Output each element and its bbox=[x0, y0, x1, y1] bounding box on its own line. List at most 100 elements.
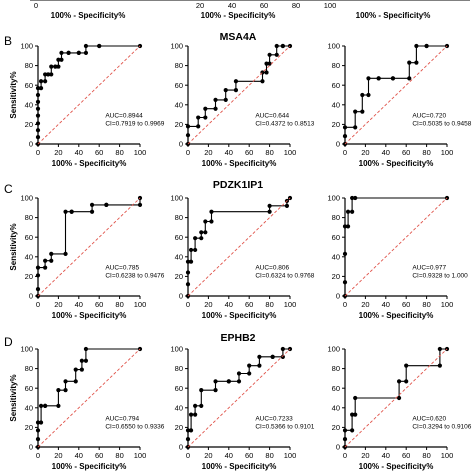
x-tick-label: 80 bbox=[422, 451, 430, 460]
roc-point bbox=[35, 106, 41, 111]
gene-title-c: PDZK1IP1 bbox=[213, 179, 263, 191]
y-tick-label: 60 bbox=[175, 233, 183, 242]
y-tick-label: 0 bbox=[336, 140, 340, 149]
x-axis-label: 100% - Specificity% bbox=[359, 159, 434, 168]
roc-point bbox=[342, 134, 348, 139]
y-tick-label: 80 bbox=[332, 61, 340, 70]
roc-point bbox=[353, 412, 358, 417]
roc-point bbox=[66, 50, 71, 55]
y-tick-label: 80 bbox=[175, 61, 183, 70]
roc-point bbox=[59, 50, 64, 55]
x-axis-label: 100% - Specificity% bbox=[202, 311, 277, 320]
y-tick-label: 80 bbox=[25, 61, 33, 70]
x-tick-label: 80 bbox=[265, 451, 273, 460]
y-tick-label: 80 bbox=[25, 364, 33, 373]
top-strip-tick: 0 bbox=[34, 1, 38, 10]
x-tick-label: 40 bbox=[225, 451, 233, 460]
auc-label: AUC=0.785 bbox=[105, 265, 139, 272]
roc-point bbox=[345, 224, 351, 229]
x-tick-label: 60 bbox=[402, 451, 410, 460]
roc-panel-b3: 0 20 40 60 80 100 0 20 40 60 80 100 100% - Specifici… bbox=[327, 42, 471, 168]
roc-point bbox=[203, 219, 208, 224]
roc-point bbox=[342, 280, 348, 285]
roc-point bbox=[353, 395, 358, 401]
roc-point bbox=[342, 224, 348, 229]
ci-label: CI=0.5366 to 0.9101 bbox=[255, 424, 314, 431]
roc-point bbox=[35, 92, 41, 98]
roc-point bbox=[267, 203, 272, 208]
roc-point bbox=[267, 52, 272, 57]
y-tick-label: 0 bbox=[179, 443, 183, 452]
roc-point bbox=[35, 121, 41, 126]
x-tick-label: 40 bbox=[225, 300, 233, 309]
x-axis-label: 100% - Specificity% bbox=[202, 462, 277, 471]
roc-panel-d3: 0 20 40 60 80 100 0 20 40 60 80 100 100% - Specifici… bbox=[327, 345, 471, 471]
y-tick-label: 40 bbox=[332, 100, 340, 109]
roc-point bbox=[196, 124, 201, 129]
roc-point bbox=[236, 379, 242, 384]
roc-point bbox=[264, 61, 269, 66]
x-tick-label: 60 bbox=[95, 451, 103, 460]
roc-point bbox=[376, 76, 381, 81]
x-axis-label: 100% - Specificity% bbox=[359, 311, 434, 320]
roc-point bbox=[203, 115, 208, 120]
roc-point bbox=[404, 363, 409, 368]
roc-point bbox=[407, 76, 412, 81]
y-tick-label: 80 bbox=[175, 213, 183, 222]
roc-point bbox=[83, 358, 89, 363]
roc-point bbox=[35, 265, 41, 270]
reference-line bbox=[187, 197, 291, 297]
roc-point bbox=[89, 202, 95, 207]
x-tick-label: 60 bbox=[402, 300, 410, 309]
y-tick-label: 0 bbox=[29, 140, 33, 149]
roc-point bbox=[366, 76, 371, 81]
roc-point bbox=[43, 258, 48, 263]
y-tick-label: 20 bbox=[25, 120, 33, 129]
roc-point bbox=[366, 92, 371, 98]
y-tick-label: 60 bbox=[175, 384, 183, 393]
top-strip-xlabel-2: 100% - Specificity% bbox=[201, 11, 276, 20]
y-tick-label: 100 bbox=[20, 194, 33, 203]
roc-point bbox=[76, 50, 81, 55]
roc-point bbox=[185, 124, 191, 129]
roc-point bbox=[38, 79, 44, 84]
roc-point bbox=[35, 437, 41, 442]
y-tick-label: 100 bbox=[327, 42, 340, 51]
y-tick-label: 20 bbox=[175, 120, 183, 129]
roc-panel-c2: 0 20 40 60 80 100 0 20 40 60 80 100 100% - Specifici… bbox=[170, 194, 314, 320]
y-tick-label: 60 bbox=[25, 384, 33, 393]
ci-label: CI=0.6238 to 0.9476 bbox=[105, 273, 164, 280]
x-tick-label: 100 bbox=[441, 148, 454, 157]
roc-point bbox=[49, 72, 54, 77]
roc-point bbox=[83, 50, 89, 55]
gene-title-b: MSA4A bbox=[220, 31, 257, 43]
roc-panel-d1: 0 20 40 60 80 100 0 20 40 60 80 100 100% - Specifici… bbox=[9, 345, 165, 471]
ci-label: CI=0.3294 to 0.9106 bbox=[412, 424, 471, 431]
roc-point bbox=[213, 97, 218, 102]
x-tick-label: 60 bbox=[245, 300, 253, 309]
x-tick-label: 80 bbox=[422, 300, 430, 309]
x-tick-label: 80 bbox=[115, 451, 123, 460]
roc-point bbox=[56, 57, 61, 62]
x-tick-label: 80 bbox=[115, 148, 123, 157]
roc-point bbox=[35, 420, 41, 425]
x-axis-label: 100% - Specificity% bbox=[52, 311, 127, 320]
roc-point bbox=[35, 128, 41, 133]
reference-line bbox=[187, 348, 291, 448]
roc-point bbox=[193, 403, 198, 408]
roc-point bbox=[43, 79, 48, 84]
x-axis-label: 100% - Specificity% bbox=[52, 159, 127, 168]
roc-point bbox=[209, 209, 214, 214]
y-tick-label: 100 bbox=[327, 345, 340, 354]
x-tick-label: 40 bbox=[75, 148, 83, 157]
roc-point bbox=[43, 72, 48, 77]
reference-line bbox=[187, 45, 291, 145]
roc-point bbox=[79, 367, 84, 372]
roc-point bbox=[137, 43, 143, 49]
x-tick-label: 80 bbox=[265, 300, 273, 309]
y-tick-label: 20 bbox=[25, 423, 33, 432]
roc-point bbox=[188, 428, 194, 433]
roc-point bbox=[185, 270, 191, 275]
roc-point bbox=[196, 115, 201, 120]
y-tick-label: 100 bbox=[170, 42, 183, 51]
